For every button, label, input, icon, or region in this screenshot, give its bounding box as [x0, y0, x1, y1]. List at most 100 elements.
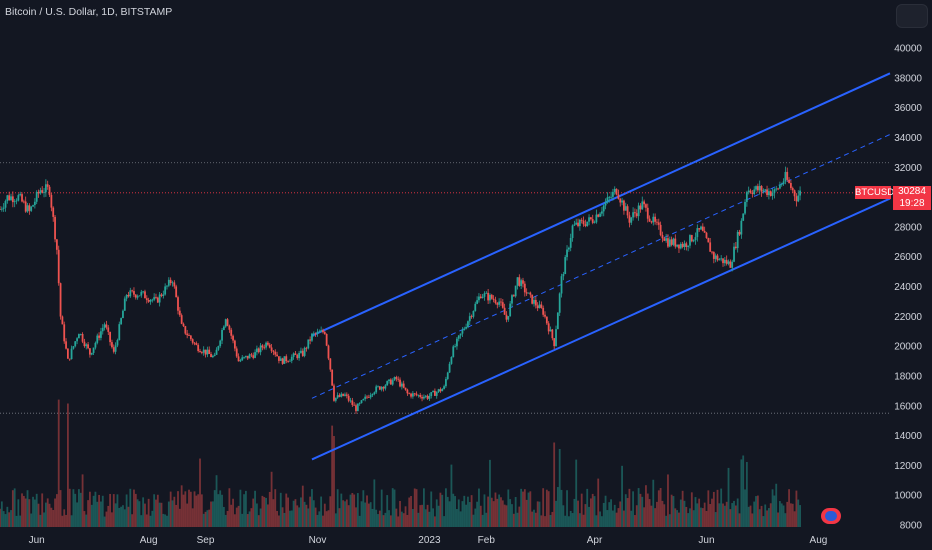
candle-body [265, 342, 267, 348]
volume-bar [8, 512, 11, 527]
candle-body [623, 200, 625, 211]
volume-bar [454, 496, 456, 527]
candle-body [156, 297, 159, 303]
candle-body [450, 357, 453, 364]
candle-body [656, 221, 658, 223]
volume-bar [90, 504, 93, 527]
volume-bar [22, 495, 25, 527]
volume-bar [443, 516, 445, 527]
candle-body [641, 201, 644, 210]
candle-body [109, 331, 112, 343]
candle-body [446, 372, 449, 380]
volume-bar [50, 507, 53, 527]
candle-body [391, 380, 394, 385]
candle-body [731, 261, 734, 268]
volume-bar [683, 500, 686, 527]
candle-body [182, 323, 185, 327]
volume-bar [718, 503, 721, 527]
volume-bar [180, 485, 183, 527]
candle-body [489, 294, 491, 301]
volume-bar [371, 508, 374, 527]
candle-body [66, 348, 69, 359]
volume-bar [788, 489, 790, 527]
candle-body [411, 393, 414, 397]
x-axis-tick-label: Aug [140, 535, 158, 546]
candle-body [120, 318, 123, 325]
volume-bar [542, 488, 545, 527]
volume-bar [160, 502, 163, 527]
channel-upper-line[interactable] [311, 72, 891, 337]
volume-bar [700, 507, 702, 527]
candle-body [39, 190, 42, 194]
volume-bar [562, 505, 565, 527]
volume-bar [503, 504, 506, 527]
volume-bar [676, 510, 679, 527]
volume-bar [419, 505, 422, 527]
candle-body [191, 339, 194, 343]
candle-body [213, 354, 216, 356]
volume-bar [241, 513, 244, 527]
volume-bar [114, 503, 117, 527]
candle-body [711, 251, 713, 253]
volume-bar [714, 512, 717, 527]
volume-bar [222, 506, 225, 527]
volume-bar [202, 513, 205, 527]
volume-bar [634, 515, 636, 527]
volume-bar [645, 485, 647, 527]
settings-button[interactable] [896, 4, 928, 28]
candle-body [149, 299, 152, 302]
candle-body [571, 225, 574, 238]
volume-bar [331, 425, 334, 527]
candle-body [134, 294, 137, 298]
candle-body [452, 346, 455, 358]
candle-body [430, 392, 433, 396]
candle-body [331, 369, 334, 386]
candle-body [230, 329, 233, 336]
candle-body [443, 386, 445, 389]
economic-event-flag-icon[interactable] [821, 508, 841, 524]
candle-body [210, 353, 212, 358]
candle-body [380, 386, 383, 390]
volume-bar [533, 509, 535, 527]
candle-body [237, 356, 240, 362]
volume-bar [661, 500, 664, 527]
candle-body [681, 243, 684, 247]
volume-bar [175, 504, 178, 527]
candle-body [714, 255, 717, 259]
us-flag-icon [825, 511, 837, 521]
candle-body [657, 222, 660, 225]
channel-middle-line[interactable] [311, 134, 891, 399]
candle-body [98, 335, 100, 338]
volume-bar [670, 494, 673, 527]
candle-body [305, 347, 308, 349]
volume-bar [189, 491, 192, 527]
volume-bar [28, 499, 31, 527]
candle-body [615, 188, 618, 195]
candle-body [204, 349, 207, 355]
candle-body [364, 396, 367, 399]
candle-body [0, 208, 3, 210]
candle-body [92, 347, 95, 353]
candle-body [327, 345, 330, 359]
y-axis-tick-label: 12000 [894, 461, 922, 472]
volume-bar [153, 494, 156, 527]
candle-body [496, 303, 499, 305]
volume-bar [290, 510, 293, 527]
volume-bar [294, 499, 297, 527]
volume-bar [749, 505, 752, 527]
candle-body [123, 298, 126, 311]
candle-body [617, 194, 620, 199]
volume-bar [285, 493, 288, 527]
channel-lower-line[interactable] [311, 197, 891, 461]
candle-body [318, 331, 321, 333]
volume-bar [610, 499, 612, 527]
volume-bar [452, 493, 455, 527]
volume-bar [66, 403, 69, 527]
volume-bar [263, 497, 266, 527]
candle-body [15, 200, 18, 202]
candle-body [645, 204, 647, 208]
volume-bar [353, 494, 356, 527]
candle-body [111, 342, 113, 348]
